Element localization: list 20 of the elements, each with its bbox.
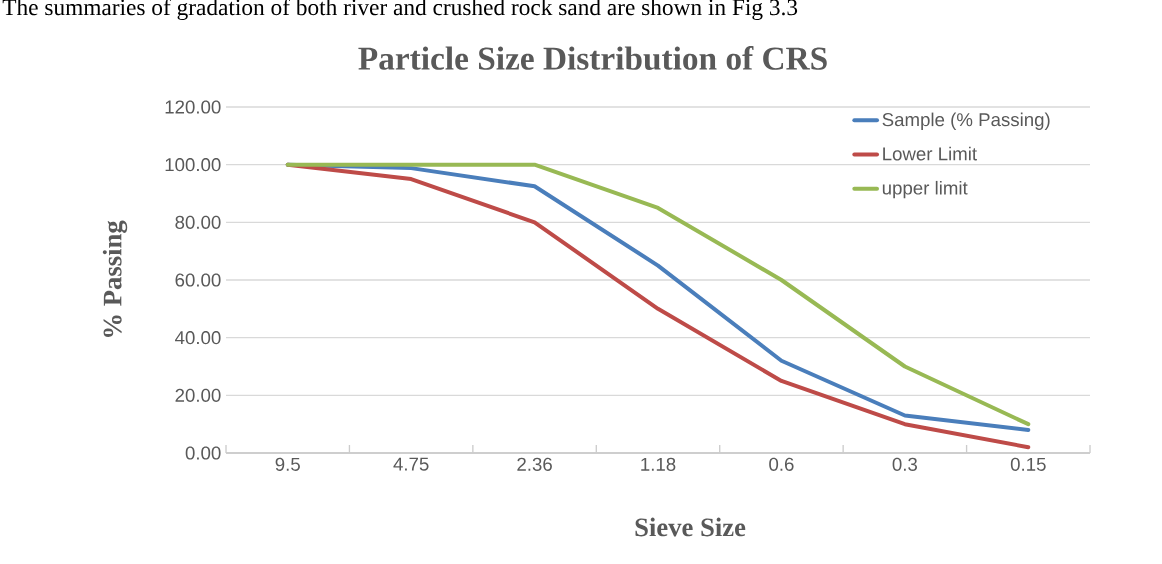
legend-label: Lower Limit (883, 146, 977, 161)
y-tick-label: 0.00 (185, 446, 221, 460)
chart-title: Particle Size Distribution of CRS (358, 46, 827, 70)
x-axis-title: Sieve Size (635, 517, 746, 537)
x-tick-label: 9.5 (275, 457, 300, 471)
x-tick-label: 0.6 (769, 457, 794, 471)
x-tick-label: 4.75 (393, 457, 429, 471)
x-tick-label: 0.3 (892, 457, 918, 471)
y-tick-label: 60.00 (175, 273, 221, 287)
y-tick-label: 40.00 (175, 331, 221, 345)
legend-label: upper limit (882, 180, 968, 199)
legend-label: Sample (% Passing) (882, 112, 1050, 130)
x-tick-label: 0.15 (1010, 457, 1046, 471)
y-tick-label: 120.00 (165, 100, 221, 114)
y-axis-title: % Passing (102, 220, 128, 337)
x-tick-label: 1.18 (641, 457, 676, 471)
x-tick-label: 2.36 (517, 457, 552, 471)
y-tick-label: 80.00 (175, 215, 221, 229)
y-tick-label: 100.00 (165, 158, 221, 172)
y-tick-label: 20.00 (175, 388, 221, 402)
